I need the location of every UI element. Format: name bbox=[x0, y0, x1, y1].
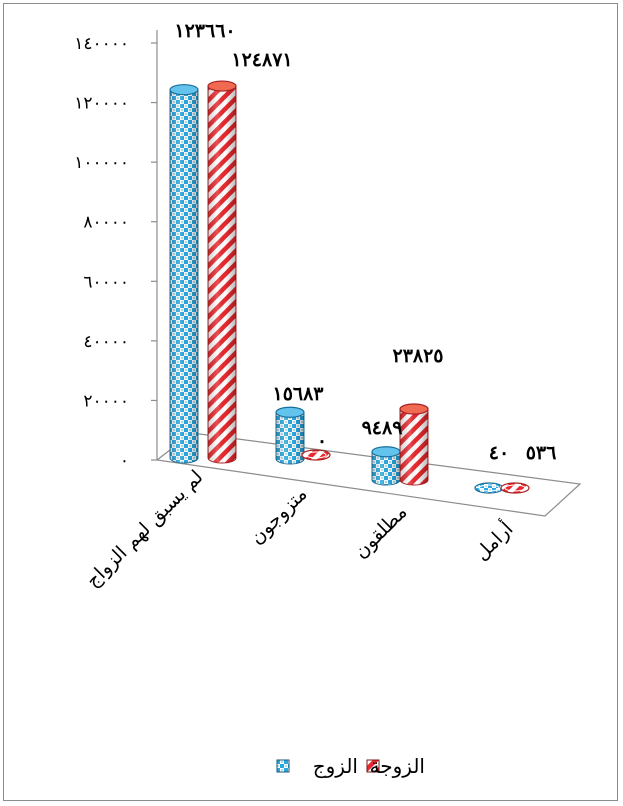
data-label-wife-2: ٢٣٨٢٥ bbox=[392, 345, 443, 367]
data-label-wife-0: ١٢٤٨٧١ bbox=[231, 49, 292, 71]
data-label-husband-1: ١٥٦٨٣ bbox=[272, 383, 324, 405]
bar-husband-3[interactable] bbox=[474, 482, 504, 494]
bar-shading bbox=[276, 412, 304, 464]
legend-item-husband[interactable]: الزوج bbox=[276, 754, 358, 778]
bar-top bbox=[275, 406, 305, 418]
data-label-wife-1: ٠ bbox=[317, 430, 327, 452]
category-label: مطلقون bbox=[350, 501, 412, 563]
bar-shading bbox=[372, 451, 400, 485]
bar-top-highlight bbox=[504, 484, 526, 492]
chart-frame bbox=[3, 3, 618, 801]
data-label-husband-0: ١٢٣٦٦٠ bbox=[174, 20, 235, 42]
bar-top bbox=[207, 80, 237, 92]
bar-top-highlight bbox=[478, 484, 500, 492]
y-tick-label: ٠ bbox=[120, 451, 129, 471]
legend-swatch-wife bbox=[366, 759, 380, 773]
legend-label-husband: الزوج bbox=[313, 754, 358, 778]
bar-wife-2[interactable] bbox=[399, 403, 429, 486]
bar-wife-0[interactable] bbox=[207, 80, 237, 464]
legend-label-wife: الزوجة bbox=[370, 754, 425, 778]
y-tick-label: ٨٠٠٠٠ bbox=[83, 213, 129, 233]
data-label-husband-3: ٤٠ bbox=[489, 442, 509, 464]
category-label: متزوجون bbox=[246, 483, 312, 549]
y-tick-label: ٦٠٠٠٠ bbox=[83, 272, 129, 292]
category-label: أرامل bbox=[469, 517, 517, 565]
legend-item-wife[interactable]: الزوجة bbox=[366, 754, 425, 778]
bar-shading bbox=[170, 89, 198, 463]
bar-top bbox=[169, 84, 199, 96]
y-tick-label: ١٠٠٠٠٠ bbox=[74, 153, 129, 173]
legend-swatch-husband bbox=[276, 759, 290, 773]
category-label: لم يسبق لهم الزواج bbox=[82, 466, 208, 592]
bar-top bbox=[371, 446, 401, 458]
bar-wife-3[interactable] bbox=[500, 482, 530, 494]
bar-shading bbox=[208, 86, 236, 463]
data-label-husband-2: ٩٤٨٩ bbox=[362, 417, 403, 439]
y-tick-label: ١٤٠٠٠٠ bbox=[74, 34, 129, 54]
bar-shading bbox=[400, 409, 428, 485]
y-tick-label: ٢٠٠٠٠ bbox=[83, 391, 129, 411]
bar-top-highlight bbox=[305, 451, 327, 459]
y-tick-label: ٤٠٠٠٠ bbox=[83, 332, 129, 352]
bar-wife-1[interactable] bbox=[301, 449, 331, 461]
bar-husband-1[interactable] bbox=[275, 406, 305, 465]
bar-husband-2[interactable] bbox=[371, 446, 401, 486]
bar-husband-0[interactable] bbox=[169, 84, 199, 464]
bar-top bbox=[399, 403, 429, 415]
legend: الزوجة الزوج bbox=[276, 754, 425, 778]
data-label-wife-3: ٥٣٦ bbox=[526, 442, 557, 464]
y-tick-label: ١٢٠٠٠٠ bbox=[74, 94, 129, 114]
